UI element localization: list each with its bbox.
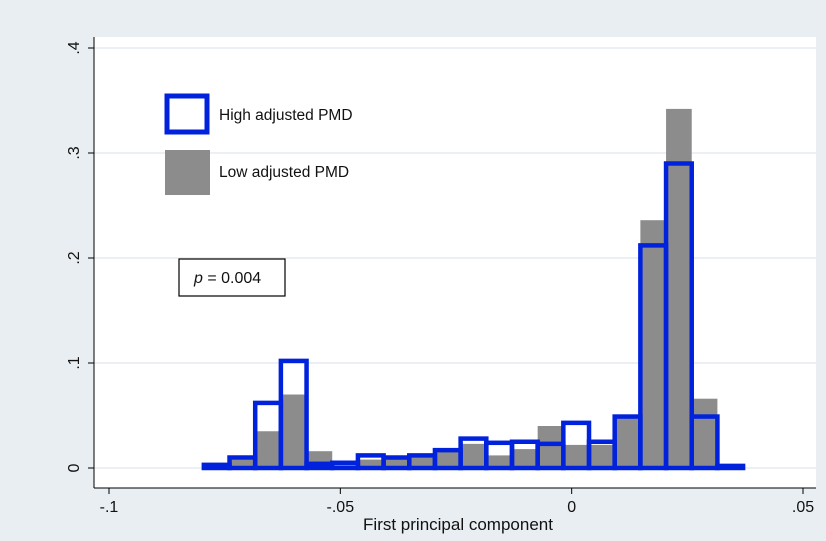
p-value: = 0.004 [203, 270, 261, 287]
legend: High adjusted PMD Low adjusted PMD [164, 93, 353, 195]
low-pmd-bars [203, 108, 718, 469]
p-value-annotation: p = 0.004 [178, 258, 286, 297]
y-tick-label-0: 0 [66, 463, 83, 472]
low-pmd-bar-7 [383, 457, 410, 468]
legend-high-swatch [164, 93, 210, 135]
low-pmd-bar-16 [614, 416, 641, 468]
low-pmd-bar-3 [280, 394, 307, 468]
low-pmd-bar-8 [409, 457, 435, 468]
x-tick-label-1: -.05 [327, 499, 355, 516]
high-pmd-bar-18 [663, 161, 694, 471]
p-value-box [178, 258, 286, 297]
y-tick-label-4: .4 [66, 41, 83, 54]
x-axis-ticks: -.1 -.05 0 .05 [100, 488, 814, 516]
low-pmd-bar-12 [511, 449, 538, 468]
high-pmd-bar-19 [689, 414, 720, 471]
x-tick-label-2: 0 [567, 499, 576, 516]
y-axis-ticks: 0 .1 .2 .3 .4 [66, 41, 94, 472]
x-axis-title: First principal component [363, 515, 553, 534]
low-pmd-bar-11 [486, 455, 512, 468]
low-pmd-bar-9 [434, 450, 461, 468]
legend-low-label: Low adjusted PMD [219, 164, 349, 181]
p-symbol: p [193, 270, 203, 287]
low-pmd-bar-2 [255, 431, 281, 468]
high-pmd-bar-4 [304, 461, 335, 471]
x-tick-label-0: -.1 [100, 499, 119, 516]
high-pmd-bars [201, 161, 746, 471]
legend-low-swatch [165, 150, 210, 195]
low-pmd-bar-18 [666, 108, 692, 469]
low-pmd-bar-10 [460, 443, 487, 468]
low-pmd-bar-1 [229, 459, 256, 468]
high-pmd-bar-0 [201, 462, 232, 471]
high-pmd-bar-20 [715, 463, 746, 471]
legend-high-label: High adjusted PMD [219, 107, 353, 124]
y-tick-label-2: .2 [66, 251, 83, 264]
p-value-text: p = 0.004 [193, 270, 261, 287]
low-pmd-bar-15 [589, 444, 615, 468]
low-pmd-bar-14 [563, 444, 590, 468]
y-tick-label-3: .3 [66, 146, 83, 159]
low-pmd-bar-13 [537, 426, 564, 468]
low-pmd-bar-6 [357, 459, 384, 468]
y-tick-label-1: .1 [66, 356, 83, 369]
low-pmd-bar-19 [691, 398, 718, 468]
high-pmd-bar-3 [278, 358, 309, 471]
x-tick-label-3: .05 [792, 499, 814, 516]
low-pmd-bar-17 [640, 220, 667, 468]
